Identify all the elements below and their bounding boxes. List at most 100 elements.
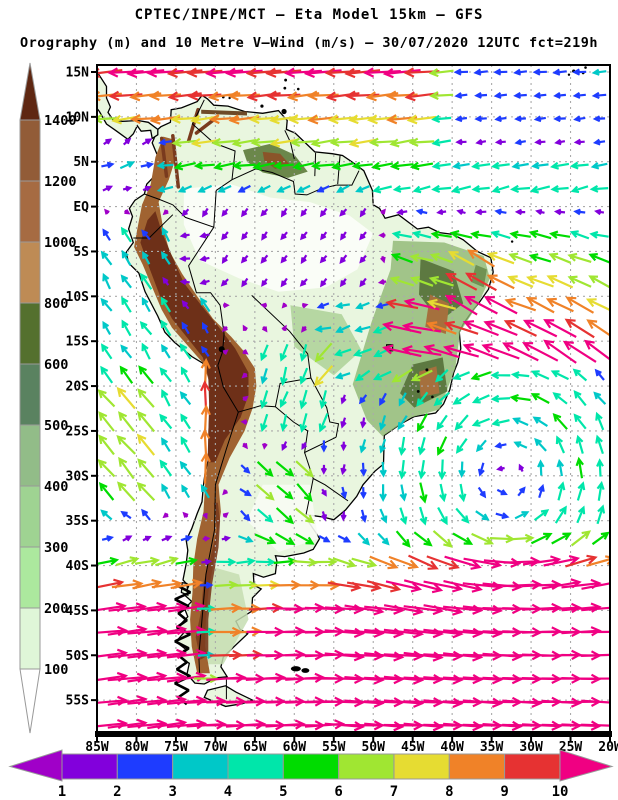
wind-arrow [372, 370, 392, 381]
wind-arrow [181, 484, 191, 499]
wind-arrow [222, 512, 229, 519]
wind-arrow [201, 558, 213, 566]
island-dot [284, 78, 288, 82]
wind-arrow [272, 161, 294, 170]
wind-scale-label: 6 [334, 784, 342, 800]
wind-arrow [581, 630, 610, 634]
wind-arrow [532, 416, 548, 428]
wind-arrow [324, 627, 365, 639]
wind-arrow [380, 255, 386, 264]
wind-arrow [588, 253, 610, 264]
wind-arrow [193, 161, 215, 170]
wind-arrow [553, 91, 566, 99]
wind-arrow [589, 230, 609, 239]
wind-arrow [136, 410, 156, 433]
lat-tick-label: 45S [66, 604, 90, 619]
wind-arrow [167, 91, 202, 102]
wind-arrow [581, 653, 610, 657]
wind-arrow [444, 555, 482, 570]
wind-scale-label: 3 [168, 784, 176, 800]
wind-arrow [391, 230, 412, 239]
border-line [217, 305, 225, 366]
wind-arrow [122, 535, 133, 542]
wind-arrow [423, 697, 464, 709]
wind-arrow [494, 115, 507, 123]
wind-arrow [512, 417, 529, 427]
wind-arrow [300, 208, 308, 217]
wind-arrow [156, 161, 174, 170]
island-dot [431, 395, 434, 399]
wind-arrow [160, 319, 172, 337]
wind-arrow [490, 371, 511, 380]
wind-arrow [102, 272, 112, 290]
wind-arrow [108, 90, 143, 102]
wind-arrow [199, 255, 210, 262]
wind-arrow [552, 68, 567, 76]
wind-arrow [380, 208, 386, 215]
wind-arrow [431, 184, 452, 194]
wind-arrow [535, 208, 545, 216]
wind-arrow [389, 276, 415, 287]
wind-arrow [358, 394, 368, 405]
wind-arrow [299, 344, 308, 362]
wind-arrow [276, 184, 291, 193]
wind-arrow [117, 481, 136, 502]
orography-band [19, 180, 41, 243]
wind-arrow [513, 441, 528, 449]
wind-arrow [359, 439, 367, 454]
wind-arrow [329, 137, 356, 147]
wind-arrow [594, 208, 605, 216]
wind-arrow [378, 415, 387, 431]
wind-band [393, 753, 450, 780]
wind-arrow [368, 137, 396, 147]
wind-arrow [573, 208, 586, 216]
wind-arrow [357, 532, 371, 546]
wind-arrow [118, 411, 135, 432]
wind-arrow [260, 344, 269, 362]
wind-arrow [340, 417, 347, 429]
wind-arrow [567, 252, 592, 263]
wind-arrow [242, 324, 248, 332]
orography-band [19, 363, 41, 426]
wind-band [116, 753, 174, 780]
wind-arrow [199, 279, 210, 286]
wind-arrow [463, 296, 498, 315]
wind-arrow [126, 67, 165, 79]
wind-arrow [162, 512, 169, 519]
wind-arrow [340, 464, 347, 476]
border-line [275, 406, 337, 454]
lat-tick-label: 35S [66, 514, 90, 529]
orography-below-arrow [19, 668, 41, 734]
wind-arrow [120, 510, 132, 520]
wind-arrow [202, 535, 211, 542]
wind-arrow [100, 250, 113, 266]
wind-arrow [530, 532, 553, 545]
wind-arrow [238, 535, 254, 543]
wind-arrow [433, 391, 451, 407]
wind-arrow [97, 458, 116, 478]
wind-arrow [318, 413, 329, 433]
lon-tick-label: 35W [480, 740, 504, 755]
wind-arrow [199, 232, 210, 239]
lat-tick-label: 10N [66, 110, 90, 125]
wind-arrow [320, 464, 328, 475]
wind-arrow [281, 324, 287, 332]
wind-arrow [403, 721, 444, 732]
colombian-cordillera [159, 136, 169, 178]
wind-arrow [299, 389, 308, 410]
wind-arrow [246, 91, 281, 102]
wind-arrow [279, 391, 289, 408]
wind-arrow [534, 437, 547, 452]
wind-arrow [275, 507, 295, 525]
lat-tick-label: EQ [73, 200, 89, 215]
wind-arrow [494, 138, 506, 146]
wind-arrow [514, 511, 530, 520]
wind-arrow [481, 343, 520, 360]
wind-arrow [186, 67, 223, 78]
wind-arrow [240, 510, 251, 522]
wind-arrow [134, 556, 161, 566]
wind-arrow [378, 232, 386, 239]
wind-arrow [575, 456, 584, 479]
wind-arrow [477, 486, 487, 499]
wind-arrow [138, 365, 154, 385]
